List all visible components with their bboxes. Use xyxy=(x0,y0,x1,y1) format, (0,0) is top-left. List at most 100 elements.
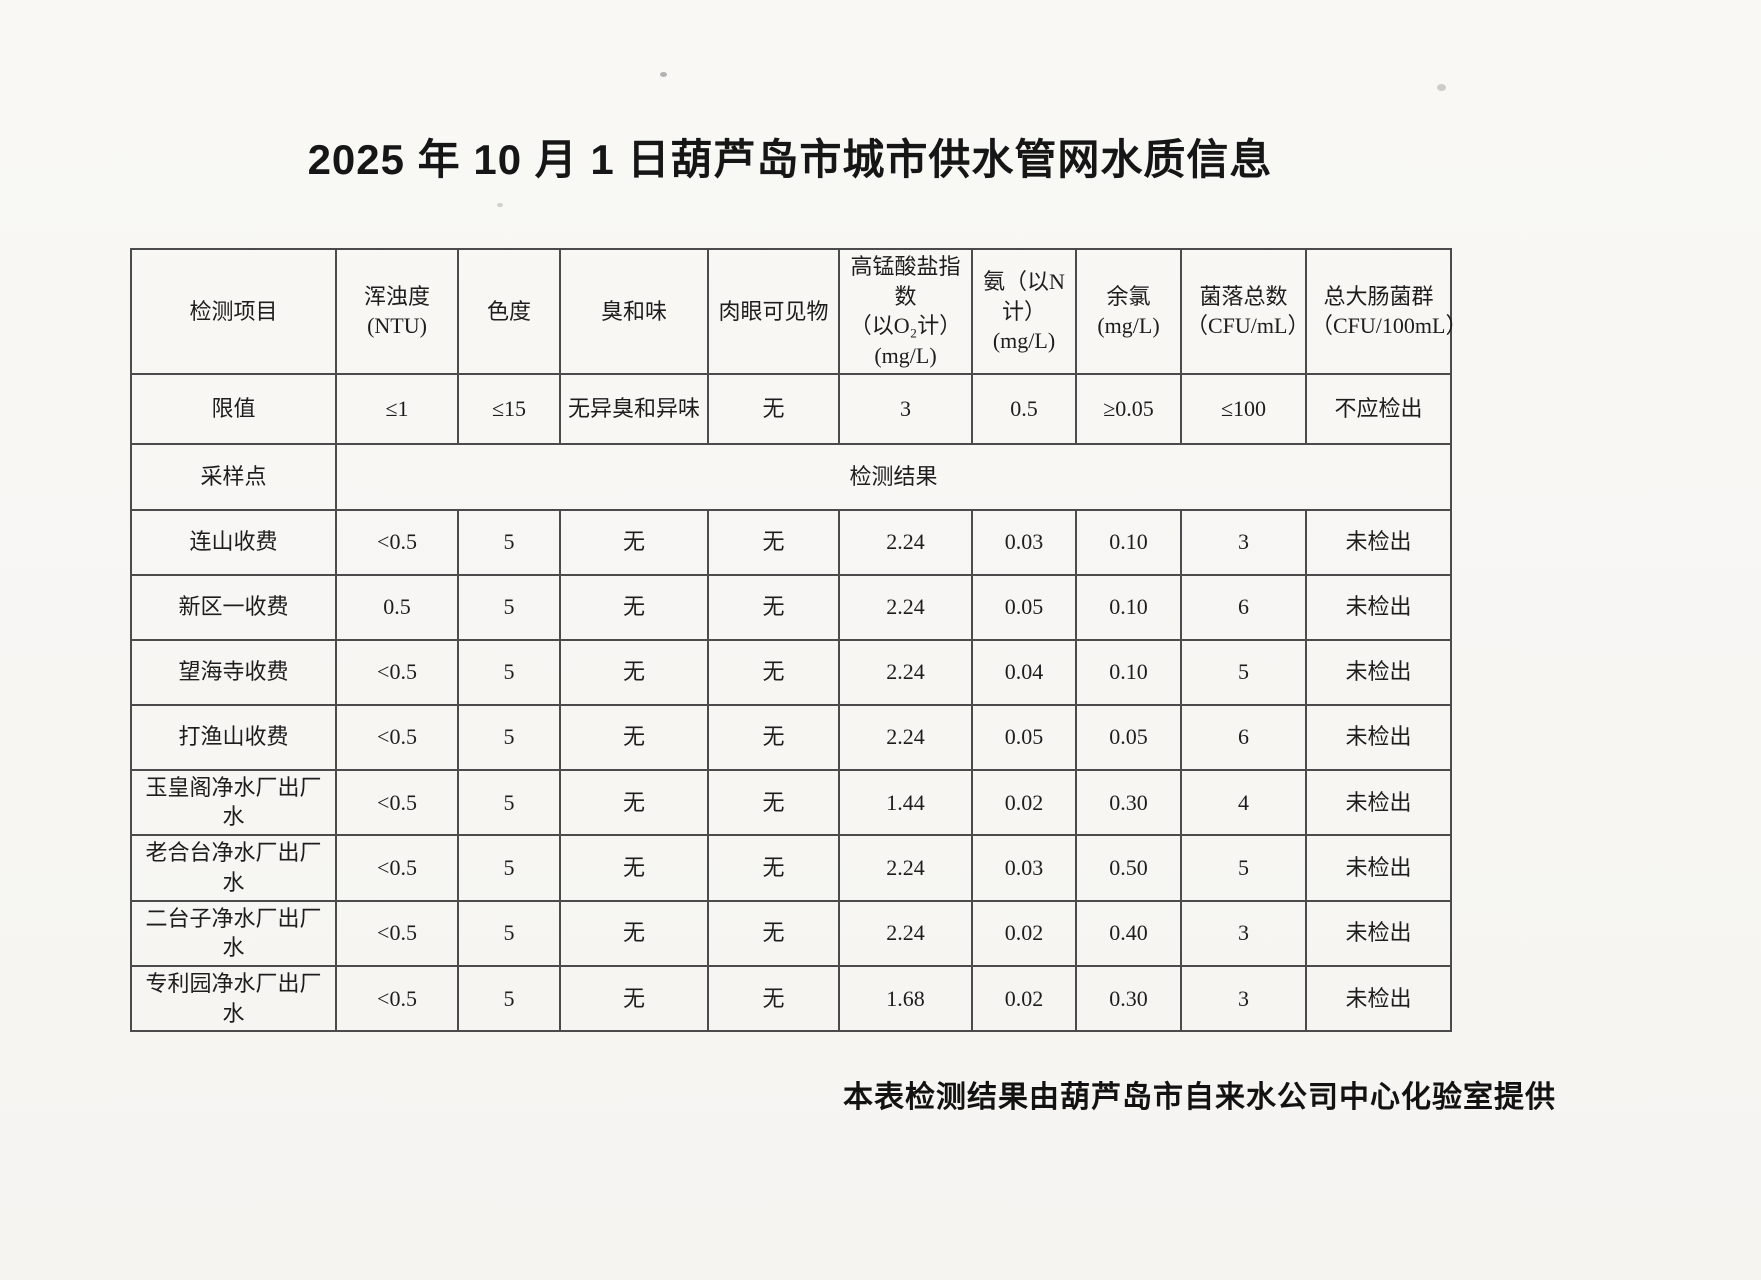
result-cell: 5 xyxy=(457,964,561,1033)
result-cell: 无 xyxy=(559,899,709,967)
sample-point-name: 二台子净水厂出厂水 xyxy=(130,899,337,967)
result-cell: 0.02 xyxy=(971,899,1077,967)
sampling-point-row: 采样点 检测结果 xyxy=(130,442,1452,511)
sampling-point-label: 采样点 xyxy=(130,442,337,511)
result-cell: 0.10 xyxy=(1075,638,1182,706)
table-row: 老合台净水厂出厂水 <0.5 5 无无 2.24 0.03 0.50 5 未检出 xyxy=(130,834,1452,902)
result-cell: 1.68 xyxy=(838,964,973,1033)
result-cell: 未检出 xyxy=(1305,703,1452,771)
sample-point-name: 新区一收费 xyxy=(130,573,337,641)
result-cell: 无 xyxy=(559,508,709,576)
table-row: 玉皇阁净水厂出厂水 <0.5 5 无无 1.44 0.02 0.30 4 未检出 xyxy=(130,768,1452,837)
result-cell: <0.5 xyxy=(335,703,459,771)
test-results-merged-cell: 检测结果 xyxy=(335,442,1452,511)
result-cell: 未检出 xyxy=(1305,834,1452,902)
result-cell: 5 xyxy=(457,573,561,641)
scan-artifact xyxy=(1437,84,1446,91)
result-cell: 0.03 xyxy=(971,834,1077,902)
result-cell: 1.44 xyxy=(838,768,973,837)
limit-cell: 不应检出 xyxy=(1305,372,1452,445)
result-cell: 0.40 xyxy=(1075,899,1182,967)
result-cell: 0.5 xyxy=(335,573,459,641)
result-cell: 2.24 xyxy=(838,899,973,967)
sample-point-name: 玉皇阁净水厂出厂水 xyxy=(130,768,337,837)
result-cell: 无 xyxy=(559,573,709,641)
table-row: 连山收费 <0.5 5 无无 2.24 0.03 0.10 3 未检出 xyxy=(130,508,1452,576)
result-cell: 未检出 xyxy=(1305,964,1452,1033)
header-coliforms: 总大肠菌群 （CFU/100mL） xyxy=(1305,248,1467,375)
result-cell: 0.05 xyxy=(971,573,1077,641)
result-cell: 无 xyxy=(707,573,840,641)
result-cell: 无 xyxy=(707,638,840,706)
header-residual-chlorine: 余氯 (mg/L) xyxy=(1075,248,1182,375)
page-title: 2025 年 10 月 1 日葫芦岛市城市供水管网水质信息 xyxy=(307,136,1273,183)
result-cell: 无 xyxy=(707,508,840,576)
result-cell: 0.30 xyxy=(1075,964,1182,1033)
result-cell: 3 xyxy=(1180,964,1307,1033)
result-cell: <0.5 xyxy=(335,508,459,576)
limit-cell: 无 xyxy=(707,372,840,445)
result-cell: <0.5 xyxy=(335,964,459,1033)
table-row: 新区一收费 0.5 5 无无 2.24 0.05 0.10 6 未检出 xyxy=(130,573,1452,641)
header-row: 检测项目 浑浊度(NTU) 色度 臭和味 肉眼可见物 高锰酸盐指数 （以O₂计）… xyxy=(130,248,1467,375)
result-cell: <0.5 xyxy=(335,834,459,902)
table-header: 检测项目 浑浊度(NTU) 色度 臭和味 肉眼可见物 高锰酸盐指数 （以O₂计）… xyxy=(130,248,1467,375)
result-cell: 未检出 xyxy=(1305,638,1452,706)
header-test-item: 检测项目 xyxy=(130,248,337,375)
result-cell: 0.05 xyxy=(971,703,1077,771)
sample-point-name: 打渔山收费 xyxy=(130,703,337,771)
scan-artifact xyxy=(660,72,667,77)
sample-point-name: 望海寺收费 xyxy=(130,638,337,706)
result-cell: 5 xyxy=(457,508,561,576)
result-cell: 2.24 xyxy=(838,834,973,902)
result-cell: 6 xyxy=(1180,573,1307,641)
result-cell: 无 xyxy=(559,638,709,706)
result-cell: 无 xyxy=(559,768,709,837)
limit-row: 限值 ≤1 ≤15 无异臭和异味 无 3 0.5 ≥0.05 ≤100 不应检出 xyxy=(130,372,1452,445)
water-quality-table: 检测项目 浑浊度(NTU) 色度 臭和味 肉眼可见物 高锰酸盐指数 （以O₂计）… xyxy=(130,248,1467,1033)
limit-cell: 0.5 xyxy=(971,372,1077,445)
result-cell: 无 xyxy=(559,703,709,771)
result-cell: 2.24 xyxy=(838,573,973,641)
result-cell: 无 xyxy=(707,768,840,837)
result-cell: 0.04 xyxy=(971,638,1077,706)
result-cell: 5 xyxy=(1180,638,1307,706)
sample-point-name: 老合台净水厂出厂水 xyxy=(130,834,337,902)
header-odor-taste: 臭和味 xyxy=(559,248,709,375)
result-cell: 0.50 xyxy=(1075,834,1182,902)
result-cell: 3 xyxy=(1180,508,1307,576)
limit-cell: ≤1 xyxy=(335,372,459,445)
limit-cell: ≤15 xyxy=(457,372,561,445)
limit-cell: ≤100 xyxy=(1180,372,1307,445)
result-cell: <0.5 xyxy=(335,638,459,706)
limit-cell: 无异臭和异味 xyxy=(559,372,709,445)
result-cell: 4 xyxy=(1180,768,1307,837)
result-cell: 0.02 xyxy=(971,768,1077,837)
result-cell: 5 xyxy=(457,768,561,837)
header-ammonia: 氨（以N计） (mg/L) xyxy=(971,248,1077,375)
result-cell: 5 xyxy=(457,703,561,771)
result-cell: 0.02 xyxy=(971,964,1077,1033)
header-permanganate: 高锰酸盐指数 （以O₂计） (mg/L) xyxy=(838,248,973,375)
limit-cell: 3 xyxy=(838,372,973,445)
limit-cell: ≥0.05 xyxy=(1075,372,1182,445)
result-cell: 2.24 xyxy=(838,508,973,576)
result-cell: 0.10 xyxy=(1075,508,1182,576)
table-row: 望海寺收费 <0.5 5 无无 2.24 0.04 0.10 5 未检出 xyxy=(130,638,1452,706)
sample-point-name: 专利园净水厂出厂水 xyxy=(130,964,337,1033)
table-body: 连山收费 <0.5 5 无无 2.24 0.03 0.10 3 未检出 新区一收费 0.5 5 无无 2.… xyxy=(130,508,1452,1033)
table-row: 二台子净水厂出厂水 <0.5 5 无无 2.24 0.02 0.40 3 未检出 xyxy=(130,899,1452,967)
result-cell: 2.24 xyxy=(838,703,973,771)
result-cell: 未检出 xyxy=(1305,573,1452,641)
result-cell: 0.05 xyxy=(1075,703,1182,771)
result-cell: 未检出 xyxy=(1305,899,1452,967)
result-cell: 0.30 xyxy=(1075,768,1182,837)
result-cell: 未检出 xyxy=(1305,508,1452,576)
result-cell: 未检出 xyxy=(1305,768,1452,837)
result-cell: 5 xyxy=(457,899,561,967)
header-visible-matter: 肉眼可见物 xyxy=(707,248,840,375)
header-turbidity: 浑浊度(NTU) xyxy=(335,248,459,375)
result-cell: 6 xyxy=(1180,703,1307,771)
table-row: 专利园净水厂出厂水 <0.5 5 无无 1.68 0.02 0.30 3 未检出 xyxy=(130,964,1452,1033)
